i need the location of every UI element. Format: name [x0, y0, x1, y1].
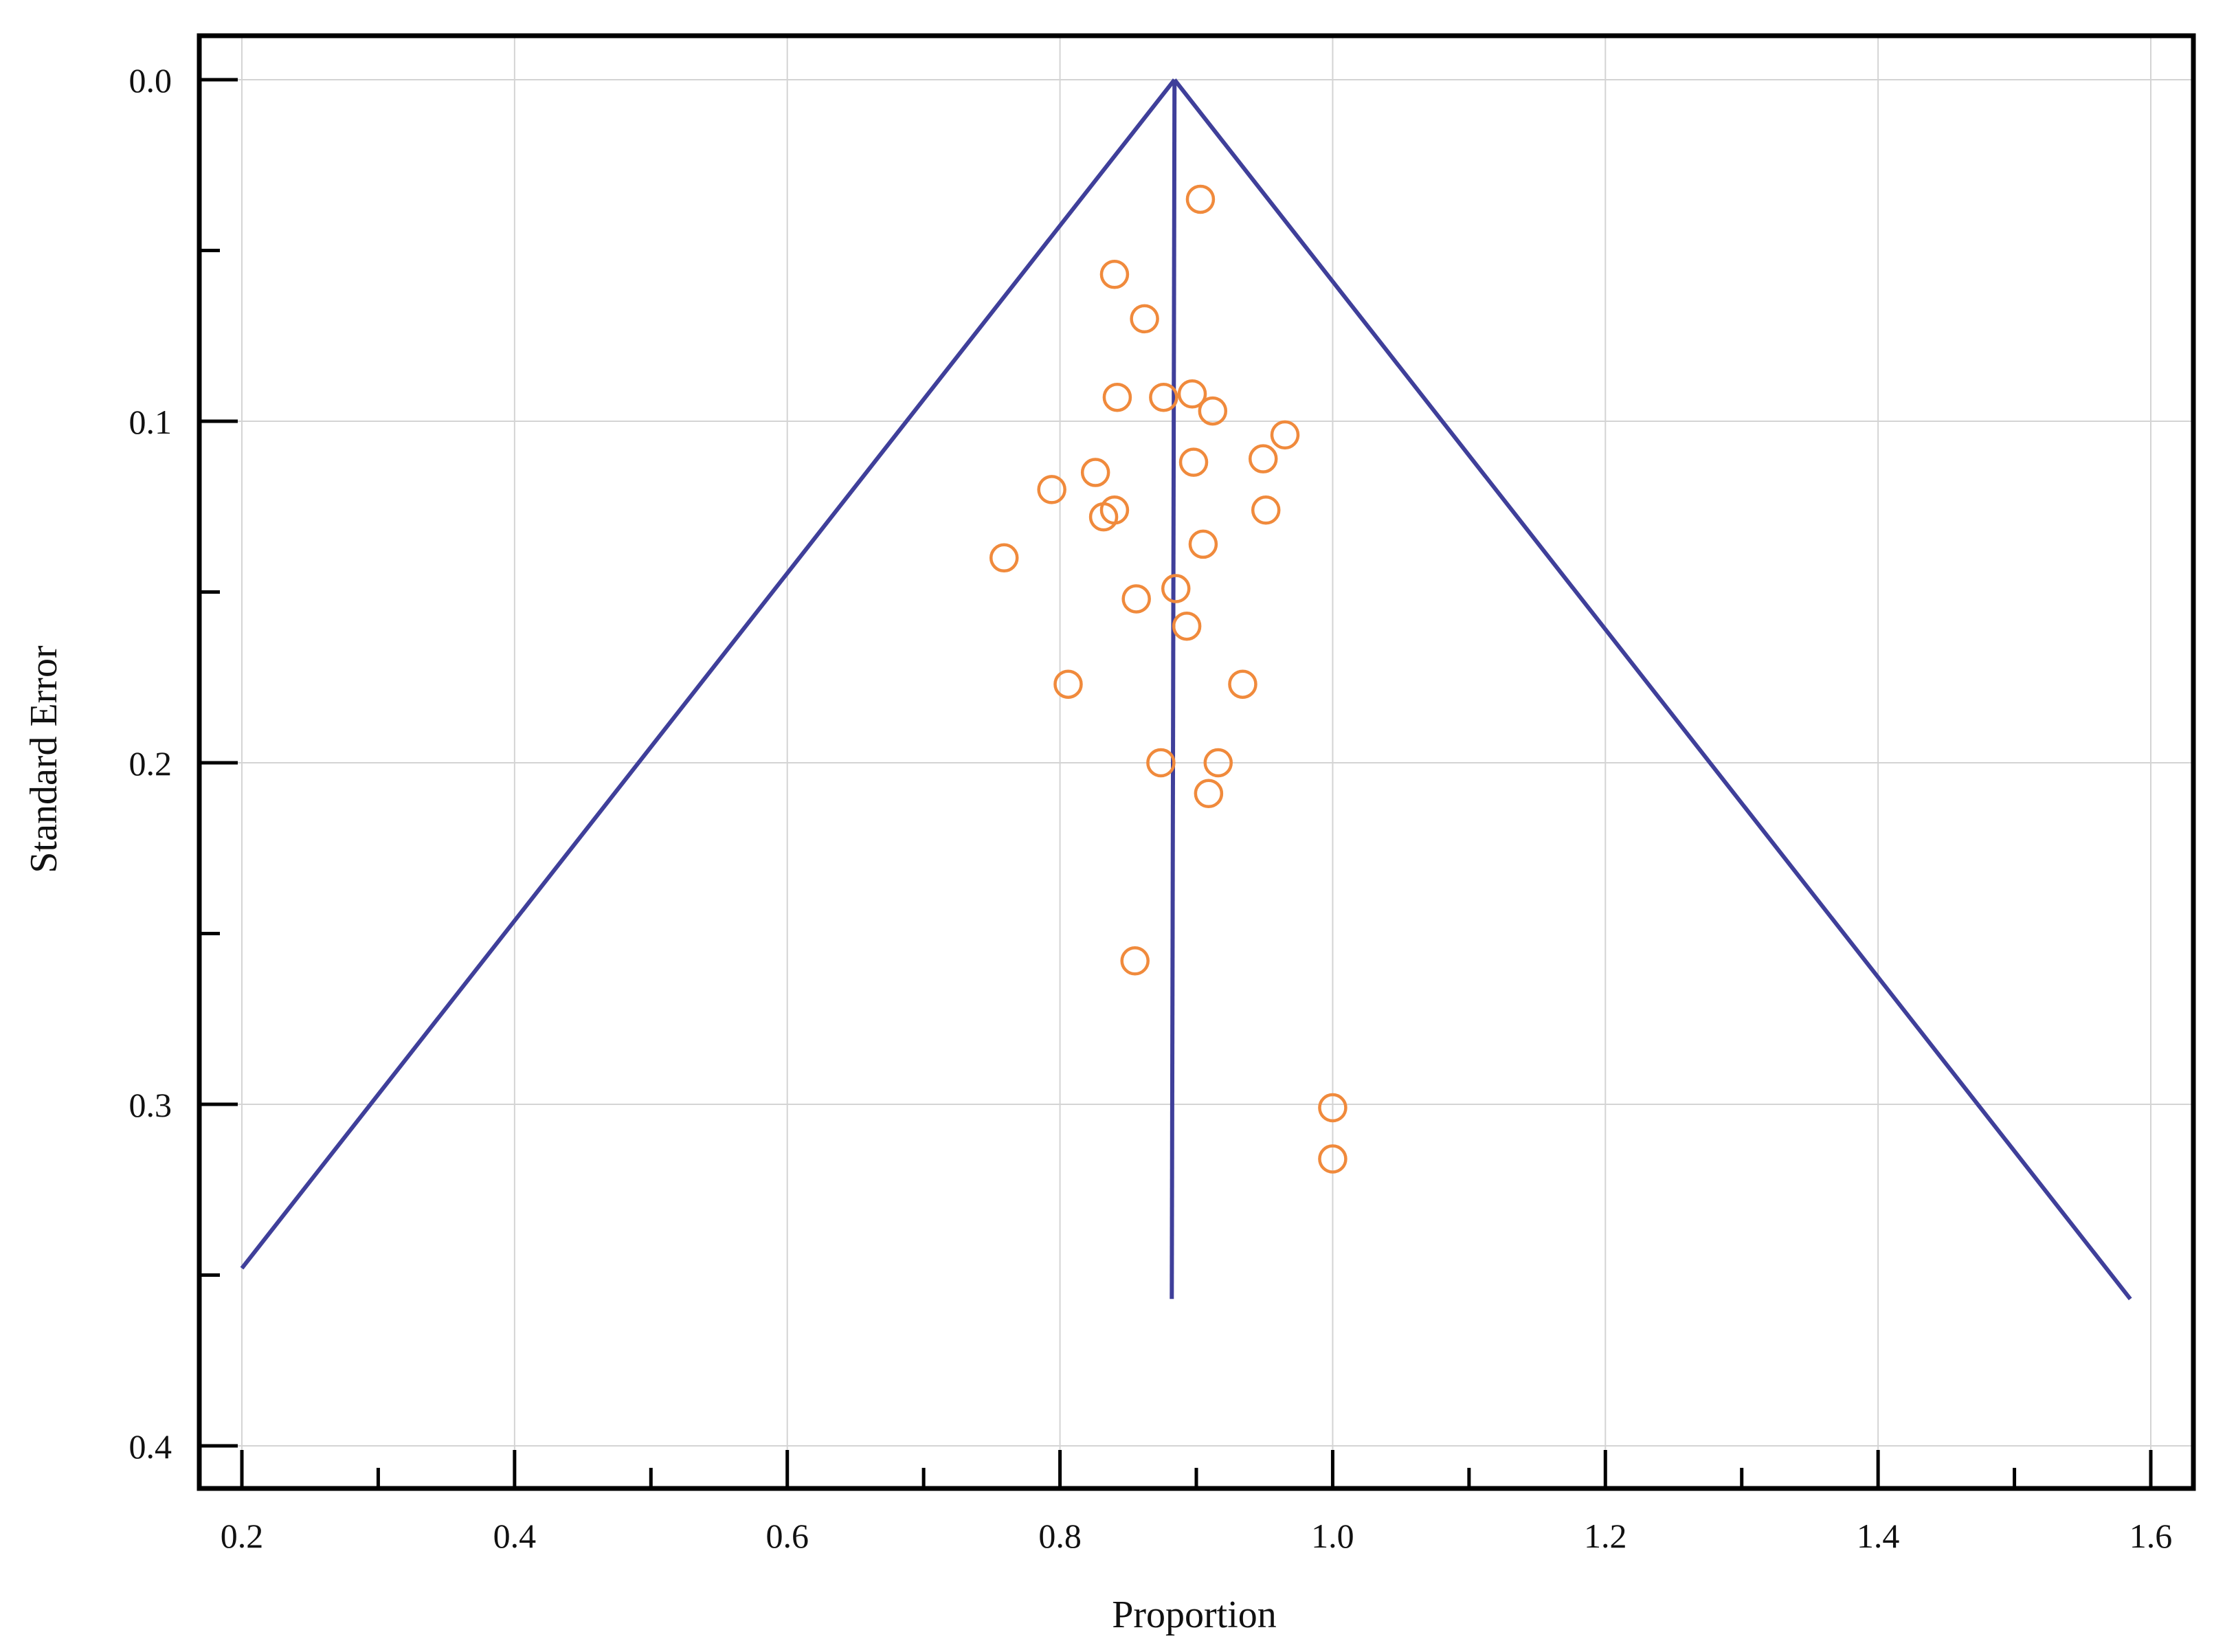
study-point — [1130, 304, 1159, 334]
study-point — [1172, 611, 1202, 641]
x-tick-label: 1.4 — [1857, 1517, 1900, 1555]
study-point — [1080, 458, 1110, 487]
funnel-lines — [240, 78, 2132, 1301]
study-point — [1203, 748, 1233, 778]
study-point — [1251, 495, 1281, 525]
x-tick-label: 1.6 — [2129, 1517, 2173, 1555]
y-axis-ticks — [199, 78, 238, 1448]
study-point — [1121, 584, 1151, 614]
study-point — [1194, 779, 1224, 808]
study-point — [1177, 379, 1207, 409]
study-point — [1149, 382, 1178, 412]
x-axis-tick-labels: 0.2 0.4 0.6 0.8 1.0 1.2 1.4 1.6 — [221, 1517, 2173, 1555]
y-tick-label: 0.0 — [129, 61, 172, 100]
funnel-left-limit — [240, 78, 1176, 1270]
study-point — [1228, 669, 1257, 699]
y-tick-label: 0.3 — [129, 1086, 172, 1124]
y-tick-label: 0.1 — [129, 403, 172, 441]
study-point — [1161, 574, 1191, 603]
study-point — [1120, 946, 1150, 976]
study-point — [1198, 396, 1228, 426]
x-tick-label: 0.4 — [493, 1517, 537, 1555]
study-points — [989, 184, 1348, 1174]
x-tick-label: 0.2 — [221, 1517, 264, 1555]
study-point — [1088, 502, 1119, 532]
study-point — [989, 543, 1019, 573]
study-point — [1188, 529, 1218, 559]
study-point — [1099, 260, 1130, 289]
y-axis-title: Standard Error — [23, 645, 65, 873]
grid-lines — [199, 36, 2193, 1488]
x-tick-label: 1.2 — [1584, 1517, 1627, 1555]
study-point — [1178, 447, 1209, 477]
study-point — [1318, 1144, 1348, 1174]
x-tick-label: 0.6 — [765, 1517, 809, 1555]
y-tick-label: 0.4 — [129, 1427, 172, 1466]
x-axis-title: Proportion — [1112, 1594, 1277, 1636]
y-tick-label: 0.2 — [129, 744, 172, 783]
y-axis-tick-labels: 0.0 0.1 0.2 0.3 0.4 — [129, 61, 172, 1466]
study-point — [1270, 420, 1300, 450]
funnel-right-limit — [1172, 78, 2132, 1301]
x-tick-label: 1.0 — [1311, 1517, 1354, 1555]
x-tick-label: 0.8 — [1038, 1517, 1082, 1555]
study-point — [1318, 1093, 1348, 1123]
study-point — [1037, 475, 1066, 504]
x-axis-ticks — [240, 1450, 2153, 1488]
study-point — [1102, 382, 1132, 412]
study-point — [1053, 669, 1083, 699]
study-point — [1146, 748, 1176, 778]
study-point — [1185, 184, 1216, 214]
pooled-estimate-line — [1170, 79, 1177, 1299]
study-point — [1248, 444, 1278, 473]
